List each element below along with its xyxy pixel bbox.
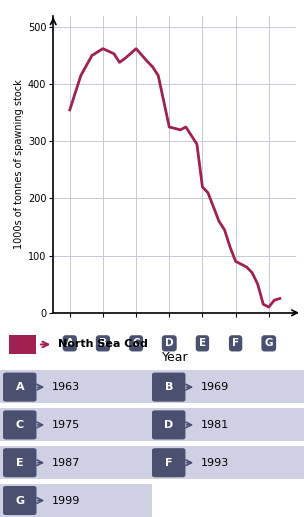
Bar [152, 370, 304, 404]
Bar [152, 446, 304, 480]
Bar [0, 408, 152, 442]
Text: B: B [164, 382, 173, 392]
FancyBboxPatch shape [3, 486, 36, 515]
Bar [9, 335, 36, 354]
Bar [0, 446, 152, 480]
FancyBboxPatch shape [3, 410, 36, 439]
Text: A: A [16, 382, 24, 392]
Text: F: F [232, 338, 239, 348]
Text: F: F [165, 458, 172, 468]
FancyBboxPatch shape [152, 410, 185, 439]
Text: D: D [165, 338, 174, 348]
FancyBboxPatch shape [3, 448, 36, 477]
Bar [0, 370, 152, 404]
FancyBboxPatch shape [3, 373, 36, 402]
Text: G: G [15, 495, 24, 506]
Bar [152, 408, 304, 442]
Y-axis label: 1000s of tonnes of spawning stock: 1000s of tonnes of spawning stock [14, 79, 24, 249]
Text: B: B [99, 338, 107, 348]
Text: 1999: 1999 [52, 495, 80, 506]
Text: C: C [16, 420, 24, 430]
Bar [0, 483, 152, 517]
FancyBboxPatch shape [152, 373, 185, 402]
Text: E: E [16, 458, 24, 468]
Text: 1981: 1981 [201, 420, 229, 430]
Text: D: D [164, 420, 173, 430]
Text: E: E [199, 338, 206, 348]
Text: 1969: 1969 [201, 382, 229, 392]
Text: 1975: 1975 [52, 420, 80, 430]
Text: 1987: 1987 [52, 458, 80, 468]
Text: 1963: 1963 [52, 382, 80, 392]
Text: Year: Year [161, 352, 188, 364]
Text: 1993: 1993 [201, 458, 229, 468]
FancyBboxPatch shape [152, 448, 185, 477]
Text: North Sea Cod: North Sea Cod [58, 340, 148, 349]
Text: C: C [132, 338, 140, 348]
Text: G: G [264, 338, 273, 348]
Text: A: A [66, 338, 74, 348]
